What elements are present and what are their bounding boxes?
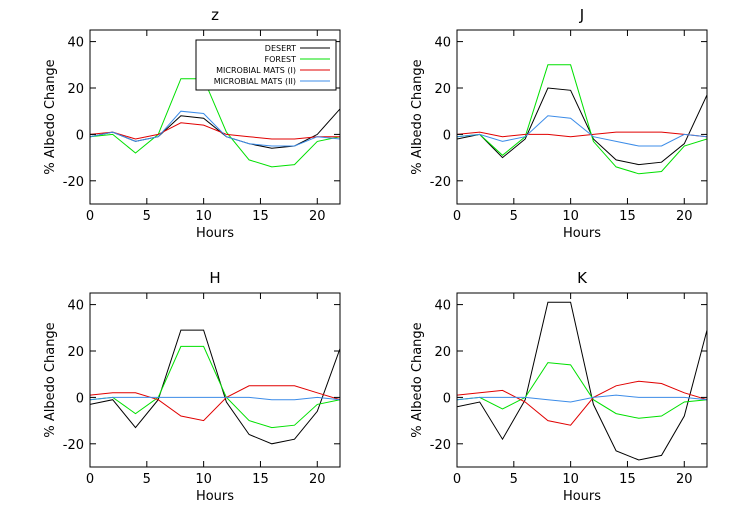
x-tick-label: 15 xyxy=(252,472,269,487)
chart-title: J xyxy=(579,6,584,24)
series-line-1 xyxy=(457,64,707,175)
x-tick-label: 10 xyxy=(562,209,579,224)
x-tick-label: 15 xyxy=(619,209,636,224)
legend-label: MICROBIAL MATS (I) xyxy=(216,66,296,75)
y-tick-label: -20 xyxy=(63,175,84,190)
x-tick-label: 15 xyxy=(252,209,269,224)
x-tick-label: 0 xyxy=(453,472,461,487)
x-axis-label: Hours xyxy=(196,226,234,241)
y-tick-label: 40 xyxy=(434,299,451,314)
series-line-microbial-mats-i- xyxy=(90,122,340,140)
x-axis-label: Hours xyxy=(196,489,234,504)
legend-label: FOREST xyxy=(265,55,297,64)
plot-frame xyxy=(89,292,341,468)
y-tick-label: 40 xyxy=(67,36,84,51)
y-axis-label: % Albedo Change xyxy=(43,322,58,437)
series-line-2 xyxy=(90,385,340,422)
x-tick-label: 5 xyxy=(510,472,518,487)
plot-frame xyxy=(456,29,708,205)
legend: DESERT FOREST MICROBIAL MATS (I) MICROBIAL … xyxy=(195,39,337,91)
y-tick-label: 40 xyxy=(67,299,84,314)
x-tick-label: 0 xyxy=(453,209,461,224)
series-line-2 xyxy=(457,131,707,138)
series-line-microbial-mats-ii- xyxy=(90,110,340,147)
chart-panel-1: J 0 5 10 15 20 -20 0 20 40 Hours % Albedo Change xyxy=(410,6,708,241)
x-axis-label: Hours xyxy=(563,489,601,504)
y-axis-label: % Albedo Change xyxy=(410,322,425,437)
series-line-0 xyxy=(90,329,340,445)
series-line-forest xyxy=(90,78,340,168)
series-line-1 xyxy=(90,345,340,429)
chart-panel-3: K 0 5 10 15 20 -20 0 20 40 Hours % Albedo Change xyxy=(410,269,708,504)
series-line-2 xyxy=(457,380,707,426)
x-tick-label: 10 xyxy=(195,209,212,224)
y-tick-label: -20 xyxy=(430,175,451,190)
legend-label: DESERT xyxy=(265,44,296,53)
x-axis-label: Hours xyxy=(563,226,601,241)
x-tick-label: 20 xyxy=(676,209,693,224)
x-tick-label: 10 xyxy=(562,472,579,487)
y-tick-label: 0 xyxy=(76,128,84,143)
y-tick-label: -20 xyxy=(430,438,451,453)
y-tick-label: 20 xyxy=(434,82,451,97)
y-tick-label: 0 xyxy=(76,391,84,406)
chart-title: z xyxy=(211,6,219,24)
x-tick-label: 5 xyxy=(143,472,151,487)
x-tick-label: 20 xyxy=(676,472,693,487)
series-line-0 xyxy=(457,301,707,461)
chart-title: K xyxy=(577,269,588,287)
series-line-3 xyxy=(457,115,707,147)
x-tick-label: 5 xyxy=(510,209,518,224)
y-tick-label: 0 xyxy=(443,391,451,406)
chart-panel-0: z 0 5 10 15 20 -20 0 20 40 Hours % Albedo Change DES… xyxy=(43,6,341,241)
x-tick-label: 15 xyxy=(619,472,636,487)
series-line-0 xyxy=(457,87,707,166)
x-tick-label: 10 xyxy=(195,472,212,487)
series-line-1 xyxy=(457,362,707,419)
x-tick-label: 20 xyxy=(309,472,326,487)
plot-frame xyxy=(456,292,708,468)
y-tick-label: 0 xyxy=(443,128,451,143)
x-tick-label: 0 xyxy=(86,209,94,224)
y-axis-label: % Albedo Change xyxy=(43,59,58,174)
chart-panel-2: H 0 5 10 15 20 -20 0 20 40 Hours % Albedo Change xyxy=(43,269,341,504)
y-tick-label: 20 xyxy=(67,82,84,97)
y-tick-label: 40 xyxy=(434,36,451,51)
x-tick-label: 20 xyxy=(309,209,326,224)
y-tick-label: 20 xyxy=(67,345,84,360)
x-tick-label: 0 xyxy=(86,472,94,487)
plot-frame xyxy=(89,29,341,205)
legend-label: MICROBIAL MATS (II) xyxy=(214,77,296,86)
y-tick-label: 20 xyxy=(434,345,451,360)
chart-title: H xyxy=(209,269,220,287)
y-tick-label: -20 xyxy=(63,438,84,453)
series-line-3 xyxy=(90,396,340,401)
series-line-3 xyxy=(457,394,707,403)
x-tick-label: 5 xyxy=(143,209,151,224)
y-axis-label: % Albedo Change xyxy=(410,59,425,174)
